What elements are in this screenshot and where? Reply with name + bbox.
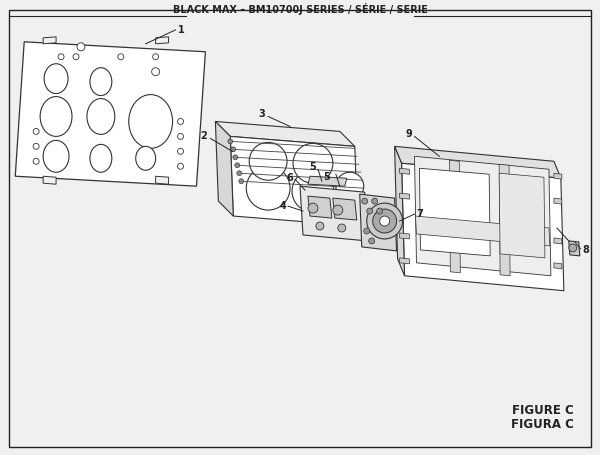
Polygon shape [415, 216, 550, 246]
Polygon shape [395, 147, 404, 276]
Circle shape [152, 68, 160, 76]
Circle shape [58, 54, 64, 60]
Circle shape [292, 170, 334, 212]
Polygon shape [155, 37, 169, 44]
Text: FIGURE C: FIGURE C [512, 404, 574, 417]
Text: 7: 7 [416, 209, 423, 219]
Polygon shape [333, 198, 357, 220]
Circle shape [293, 143, 333, 183]
Circle shape [152, 54, 158, 60]
Circle shape [237, 171, 242, 176]
Text: 2: 2 [200, 131, 208, 142]
Circle shape [235, 163, 240, 168]
Ellipse shape [136, 147, 155, 170]
Circle shape [364, 228, 370, 234]
Circle shape [33, 143, 39, 149]
Circle shape [246, 166, 290, 210]
Polygon shape [499, 173, 545, 258]
Polygon shape [43, 37, 56, 44]
Circle shape [228, 139, 233, 144]
Circle shape [239, 179, 244, 184]
Polygon shape [15, 42, 205, 186]
Polygon shape [360, 194, 397, 251]
Circle shape [371, 198, 377, 204]
Circle shape [377, 208, 383, 214]
Ellipse shape [44, 64, 68, 94]
Polygon shape [554, 238, 562, 244]
Circle shape [308, 203, 318, 213]
Circle shape [178, 163, 184, 169]
Polygon shape [308, 176, 347, 186]
Polygon shape [400, 233, 410, 239]
Circle shape [367, 208, 373, 214]
Circle shape [373, 209, 397, 233]
Polygon shape [419, 168, 490, 256]
Polygon shape [400, 258, 410, 264]
Polygon shape [395, 147, 561, 178]
Text: 9: 9 [406, 129, 413, 139]
Ellipse shape [87, 99, 115, 134]
Ellipse shape [40, 96, 72, 136]
Circle shape [178, 133, 184, 139]
Ellipse shape [90, 144, 112, 172]
Circle shape [380, 216, 389, 226]
Circle shape [362, 198, 368, 204]
Circle shape [73, 54, 79, 60]
Text: 4: 4 [280, 201, 286, 211]
Circle shape [178, 118, 184, 125]
Circle shape [338, 224, 346, 232]
Polygon shape [215, 121, 233, 216]
Text: 6: 6 [286, 173, 293, 183]
Polygon shape [400, 168, 410, 174]
Polygon shape [554, 198, 562, 204]
Polygon shape [308, 196, 332, 218]
Ellipse shape [129, 95, 173, 148]
Polygon shape [400, 193, 410, 199]
Polygon shape [230, 136, 358, 226]
Text: 1: 1 [178, 25, 184, 35]
Text: 3: 3 [259, 110, 265, 120]
Circle shape [77, 43, 85, 51]
Circle shape [249, 142, 287, 180]
Polygon shape [215, 121, 355, 147]
Text: 5: 5 [309, 162, 316, 172]
Ellipse shape [90, 68, 112, 96]
Polygon shape [499, 164, 510, 276]
Circle shape [33, 158, 39, 164]
Circle shape [231, 147, 236, 152]
Polygon shape [300, 186, 368, 241]
Polygon shape [449, 160, 460, 273]
Circle shape [336, 172, 364, 200]
Polygon shape [415, 157, 551, 276]
Circle shape [233, 155, 238, 160]
Polygon shape [43, 176, 56, 184]
Polygon shape [554, 173, 562, 179]
Circle shape [367, 203, 403, 239]
Circle shape [569, 244, 577, 252]
Circle shape [33, 128, 39, 134]
Text: 5: 5 [323, 172, 330, 182]
Circle shape [118, 54, 124, 60]
Circle shape [368, 238, 374, 244]
Polygon shape [569, 241, 580, 256]
Polygon shape [155, 176, 169, 184]
Text: 8: 8 [583, 245, 590, 255]
Polygon shape [401, 163, 564, 291]
Polygon shape [554, 263, 562, 269]
Text: BLACK MAX – BM10700J SERIES / SÉRIE / SERIE: BLACK MAX – BM10700J SERIES / SÉRIE / SE… [173, 3, 427, 15]
Circle shape [178, 148, 184, 154]
Circle shape [316, 222, 324, 230]
Ellipse shape [43, 141, 69, 172]
Circle shape [333, 205, 343, 215]
Text: FIGURA C: FIGURA C [511, 418, 574, 431]
